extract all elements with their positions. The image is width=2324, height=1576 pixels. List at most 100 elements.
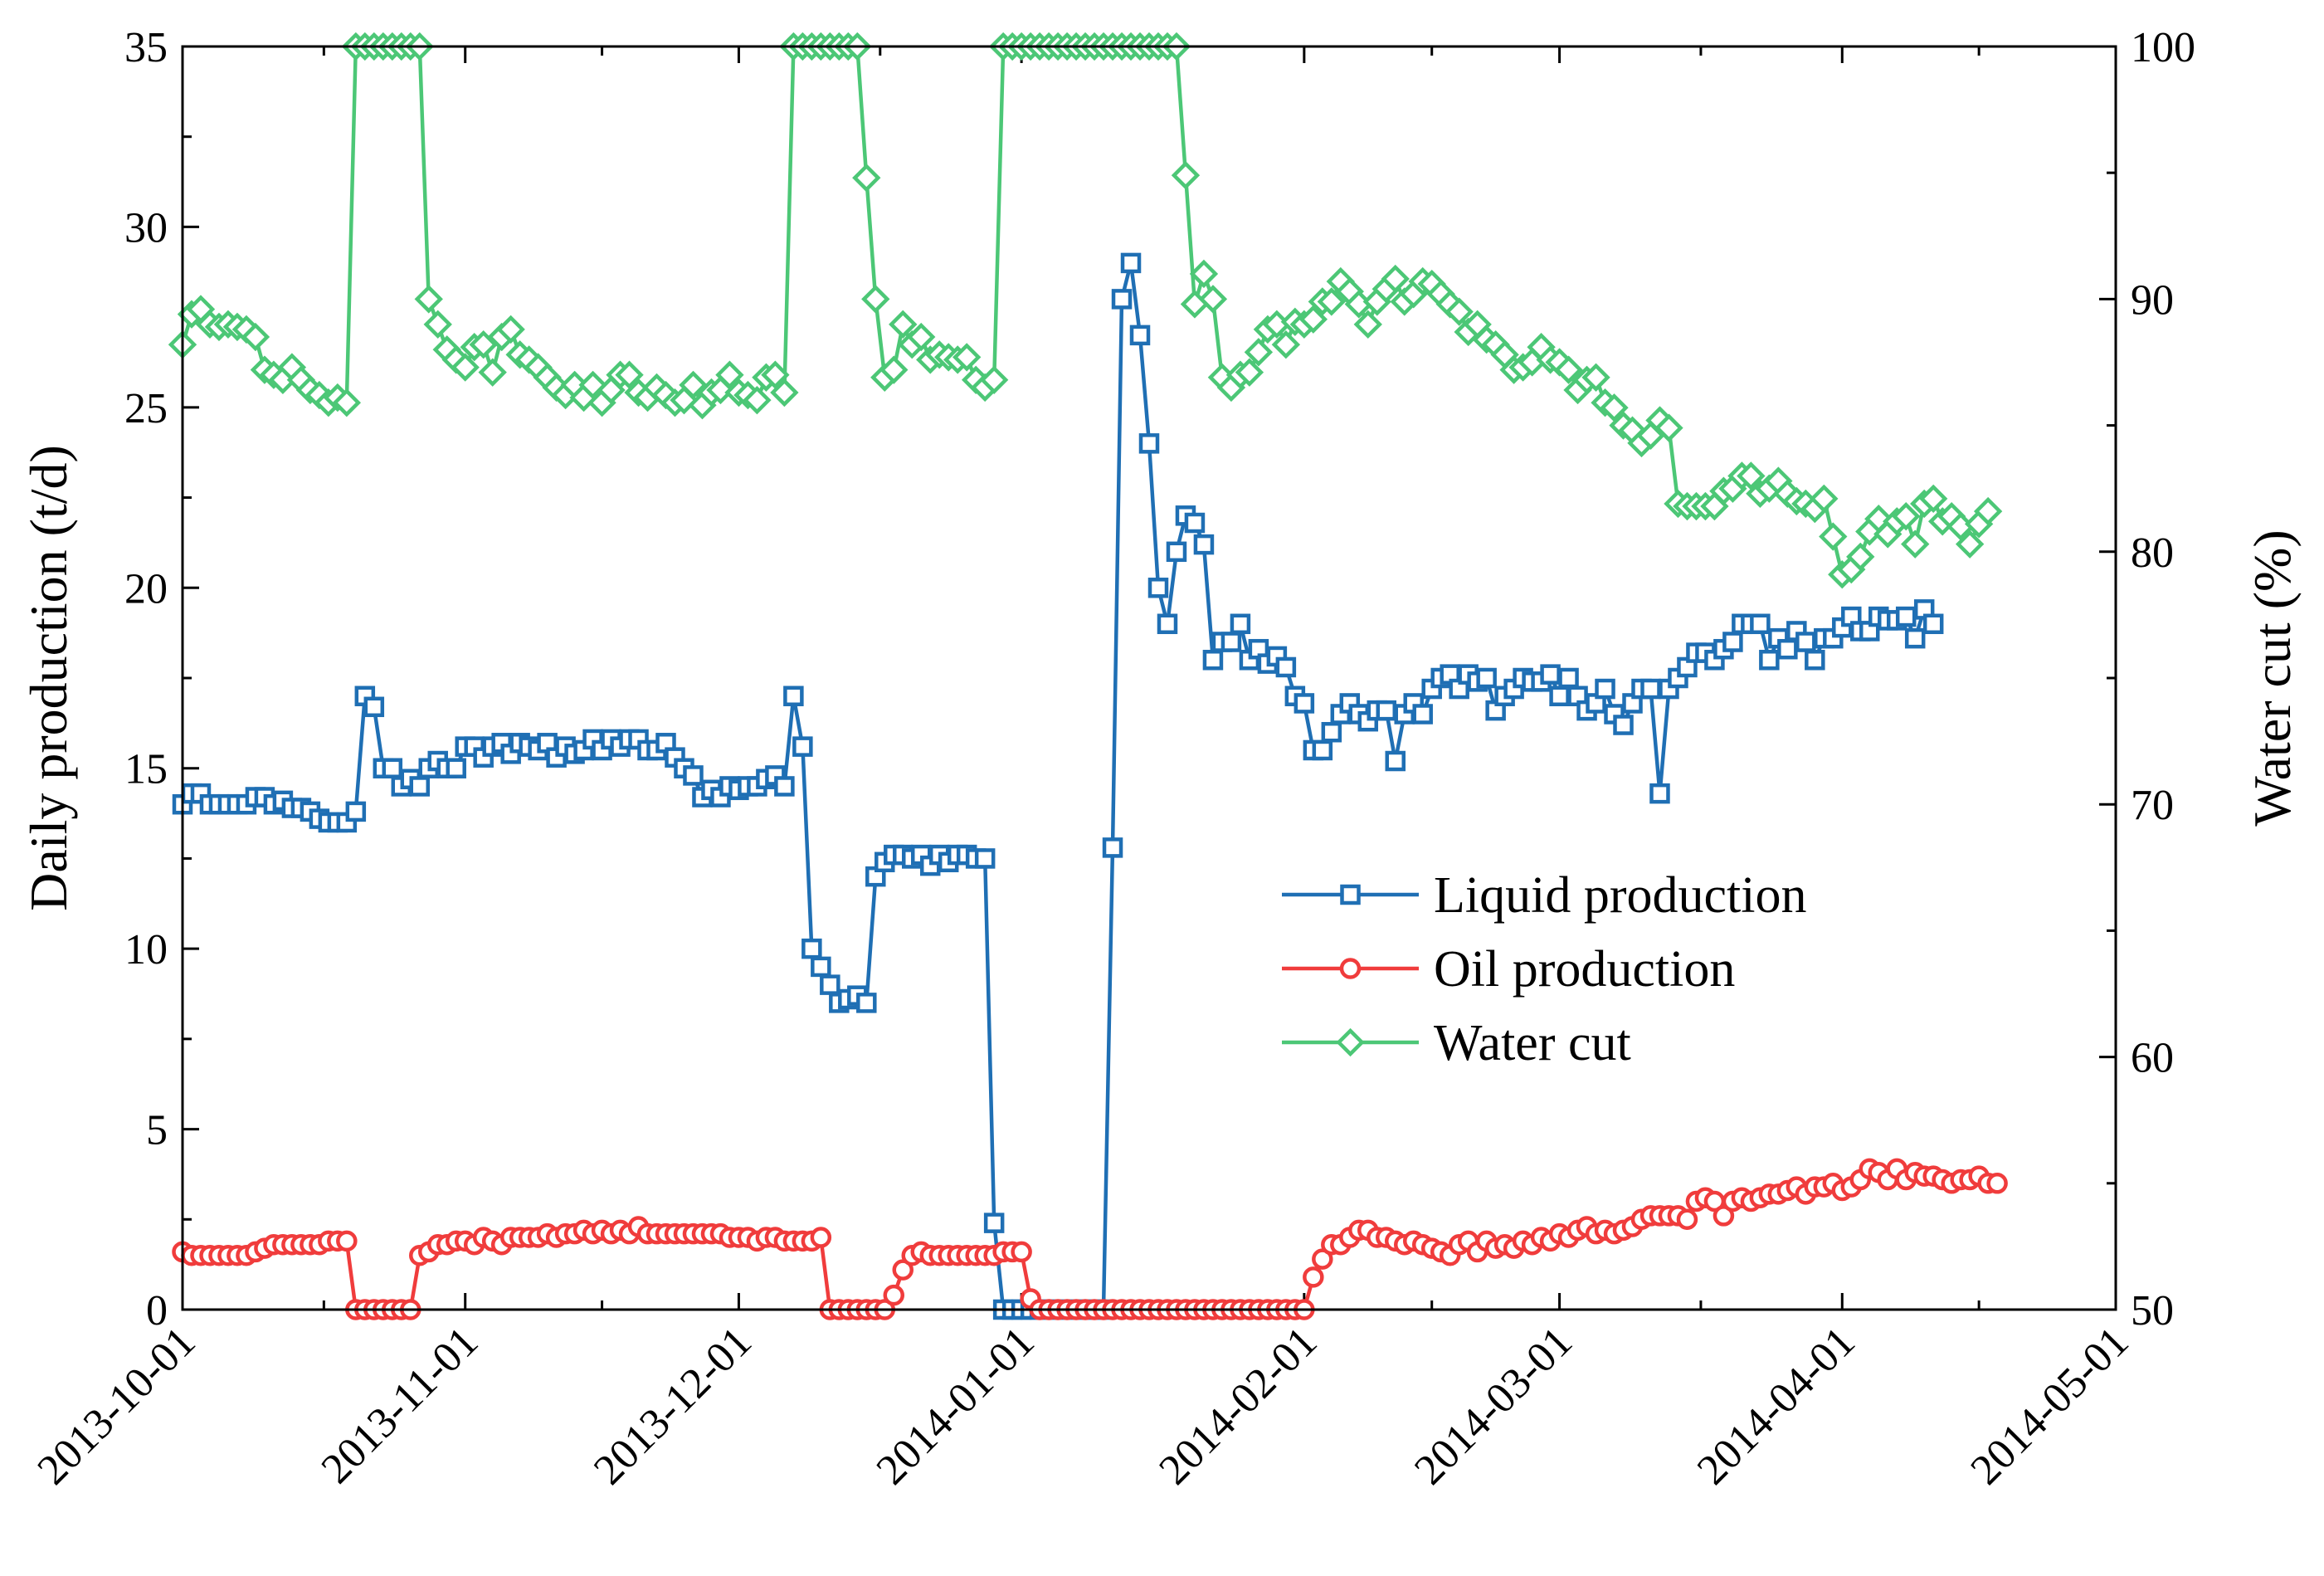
liquid-production-point [811, 956, 831, 978]
y-tick-label: 10 [124, 926, 168, 973]
water-cut-point [1600, 393, 1629, 422]
liquid-production-point [1166, 541, 1187, 563]
water-cut-point [1353, 310, 1382, 339]
water-cut-point [1581, 363, 1610, 392]
water-cut-point [1244, 338, 1274, 367]
water-cut-point [743, 385, 772, 415]
liquid-production-point [983, 1212, 1005, 1233]
liquid-production-point [1922, 613, 1944, 635]
y-tick-label: 25 [124, 385, 168, 432]
oil-production-point [810, 1227, 832, 1248]
series-layer [168, 32, 2008, 1320]
water-cut-point [478, 358, 507, 387]
water-cut-point [1919, 484, 1948, 514]
oil-production-point [1312, 1248, 1333, 1270]
liquid-production-point [1795, 632, 1816, 652]
legend: Liquid production Oil production Water cut [1282, 867, 1806, 1071]
liquid-production-point [1476, 667, 1497, 689]
water-cut-point [889, 310, 918, 339]
liquid-production-point [1230, 613, 1251, 635]
tick-labels: 2013-10-01 2013-11-01 2013-12-01 2014-01-01… [29, 24, 2195, 1494]
water-cut-point [241, 322, 270, 352]
liquid-production-point [409, 776, 431, 797]
x-tick-label: 2014-03-01 [1406, 1318, 1581, 1494]
liquid-production-point [783, 686, 804, 706]
water-cut-point [1235, 358, 1264, 387]
plot-frame [181, 45, 2117, 1311]
oil-production-point [1713, 1205, 1735, 1227]
water-cut-point [1901, 529, 1930, 559]
water-cut-point [1737, 461, 1766, 490]
y-axis-title: Daily production (t/d) [19, 445, 78, 911]
liquid-production-point [1722, 632, 1743, 652]
legend-marker-oil-production [1339, 958, 1362, 979]
liquid-production-point [1138, 433, 1160, 454]
water-cut-point [1381, 264, 1410, 294]
liquid-production-point [1184, 512, 1206, 534]
liquid-production-point [1385, 750, 1406, 772]
water-cut-point [1198, 285, 1228, 314]
liquid-production-point [1549, 686, 1570, 706]
water-cut-point [1819, 522, 1848, 551]
y2-axis-title: Water cut (%) [2243, 529, 2302, 826]
y2-tick-label: 50 [2131, 1287, 2174, 1334]
y-tick-label: 15 [124, 746, 168, 793]
water-cut-point [1445, 297, 1474, 326]
water-cut-point [761, 360, 790, 389]
liquid-production-point [446, 758, 466, 778]
water-cut-point [1955, 529, 1985, 559]
liquid-production-point [1412, 704, 1433, 725]
liquid-production-point [820, 974, 840, 995]
water-cut-point [332, 388, 362, 417]
water-cut-point [861, 285, 890, 314]
liquid-production-point [1321, 721, 1342, 743]
x-tick-label: 2014-02-01 [1150, 1318, 1326, 1494]
liquid-production-point [1595, 678, 1615, 700]
oil-production-point [1011, 1241, 1032, 1263]
liquid-production-point [363, 696, 385, 718]
liquid-production-point [1220, 632, 1242, 652]
water-cut-point [879, 355, 909, 384]
liquid-production-point [1376, 700, 1397, 721]
y2-tick-label: 90 [2131, 276, 2174, 324]
water-cut-series [168, 32, 2003, 589]
x-tick-label: 2013-11-01 [313, 1318, 488, 1493]
water-cut-point [423, 310, 452, 339]
liquid-production-point [1294, 693, 1315, 714]
water-cut-point [1892, 502, 1921, 531]
liquid-production-point [1759, 650, 1780, 671]
liquid-production-point [1275, 656, 1297, 678]
liquid-production-point [1558, 667, 1579, 689]
liquid-production-point [774, 776, 795, 797]
oil-production-series [172, 1158, 2008, 1320]
liquid-production-point [1111, 289, 1133, 310]
liquid-production-point [801, 938, 822, 959]
oil-production-point [336, 1230, 358, 1252]
water-cut-point [979, 365, 1009, 394]
liquid-production-point [1102, 837, 1123, 858]
x-tick-label: 2013-10-01 [29, 1318, 205, 1494]
y2-tick-label: 60 [2131, 1035, 2174, 1082]
liquid-production-point [974, 848, 996, 869]
liquid-production-point [1904, 627, 1926, 649]
y-tick-label: 35 [124, 24, 168, 71]
legend-marker-liquid-production [1340, 884, 1361, 905]
y2-tick-label: 80 [2131, 529, 2174, 577]
liquid-production-point [1202, 650, 1224, 671]
water-cut-point [1554, 355, 1583, 384]
y2-tick-label: 100 [2131, 24, 2195, 71]
x-tick-label: 2014-05-01 [1962, 1318, 2138, 1494]
water-cut-point [1654, 413, 1683, 442]
liquid-production-point [1147, 578, 1169, 598]
liquid-production-point [1129, 324, 1151, 346]
liquid-production-point [1120, 252, 1142, 274]
water-cut-point [852, 163, 881, 193]
water-cut-point [1298, 305, 1328, 334]
water-cut-point [615, 360, 644, 389]
liquid-production-point [1613, 715, 1634, 735]
liquid-production-point [1157, 613, 1178, 635]
liquid-production-point [1750, 613, 1771, 635]
liquid-production-point [792, 736, 813, 757]
liquid-production-point [683, 765, 704, 786]
